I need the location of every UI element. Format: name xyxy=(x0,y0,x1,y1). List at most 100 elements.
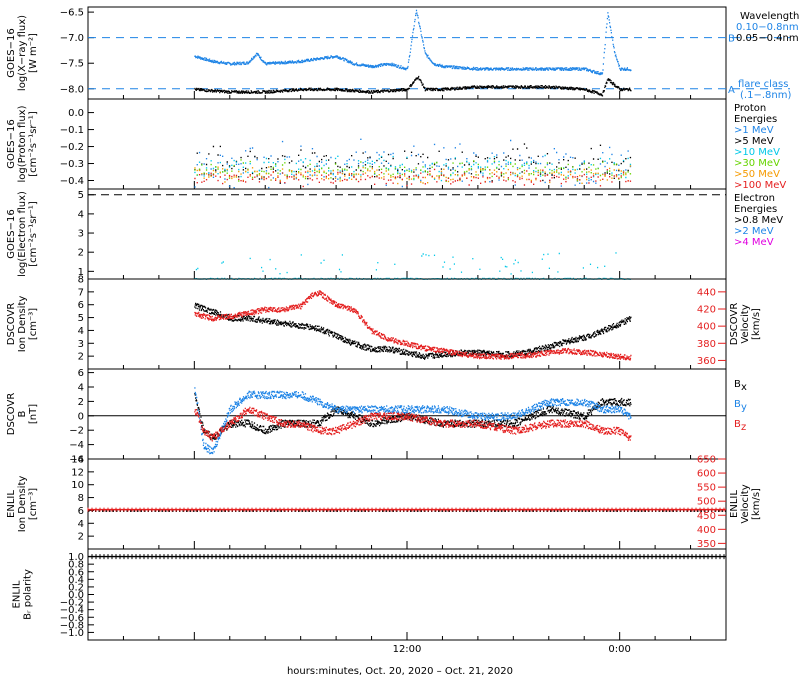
y-axis-label-line: Ion Density xyxy=(17,476,28,533)
y-tick-label-right: 650 xyxy=(697,455,716,466)
y-tick-label: −0.4 xyxy=(60,605,84,616)
y-tick-label: 10 xyxy=(71,480,84,491)
legend-entry: 0.10−0.8nm xyxy=(736,22,799,33)
legend-entry: >5 MeV xyxy=(734,136,774,147)
series-black xyxy=(194,75,632,97)
y-tick-label: 0.6 xyxy=(68,567,84,578)
y-tick-label: −6 xyxy=(69,455,84,466)
y-axis-label: ENLIL Bᵣ polarity xyxy=(12,569,34,620)
y-axis-label: DSCOVR Ion Density [cm⁻³] xyxy=(6,296,39,353)
y-axis-label-line: ENLIL xyxy=(6,490,17,518)
y-axis-label-line: GOES−16 xyxy=(6,209,17,258)
y-tick-label: 12 xyxy=(71,467,84,478)
y-axis-label-right-line: [km/s] xyxy=(751,488,762,520)
panel-frame xyxy=(87,98,727,190)
legend-entry: >100 MeV xyxy=(734,180,786,191)
y-axis-label: GOES−16 log(X−ray flux) [W m⁻²] xyxy=(6,15,39,91)
y-tick-label-right: 500 xyxy=(697,497,716,508)
y-axis-label-right-line: DSCOVR xyxy=(729,303,740,346)
panel-frame xyxy=(87,458,727,550)
legend-entry-sub: z xyxy=(741,422,746,433)
y-tick-label: −0.3 xyxy=(60,159,84,170)
y-tick-label: 6 xyxy=(78,506,84,517)
panel-frame xyxy=(87,188,727,280)
y-tick-label-right: 440 xyxy=(697,287,716,298)
legend-entry: 0.05−0.4nm xyxy=(736,33,799,44)
y-tick-label: 0.0 xyxy=(68,108,84,119)
y-axis-label-line: [cm⁻²s⁻¹sr⁻¹] xyxy=(28,111,39,177)
y-tick-label: 1.0 xyxy=(68,552,84,563)
panel-xray: −6.5 −7.0 −7.5 −8.0 GOES−16 log(X−ray flux) [W… xyxy=(6,6,799,101)
legend-title: Energies xyxy=(734,204,777,215)
series-blue xyxy=(194,9,632,76)
series-blue xyxy=(194,138,632,189)
y-axis-label-line: [cm⁻³] xyxy=(28,308,39,340)
series-red-markers xyxy=(87,507,725,512)
legend-title: Energies xyxy=(734,114,777,125)
y-axis-label: GOES−16 log(Electron flux) [cm⁻²s⁻¹sr⁻¹] xyxy=(6,191,39,277)
y-tick-label: −0.6 xyxy=(60,613,84,624)
y-axis-label-line: DSCOVR xyxy=(6,393,17,436)
x-tick-label: 12:00 xyxy=(393,644,422,655)
y-tick-label: 6 xyxy=(78,300,84,311)
legend-entry: B xyxy=(734,379,741,390)
y-tick-label-right: 420 xyxy=(697,305,716,316)
legend-entry: >0.8 MeV xyxy=(734,215,783,226)
y-axis-label-line: log(X−ray flux) xyxy=(17,15,28,91)
y-tick-label-right: 380 xyxy=(697,339,716,350)
y-tick-label-right: 550 xyxy=(697,483,716,494)
y-tick-label-right: 350 xyxy=(697,539,716,550)
y-tick-label: 2 xyxy=(78,352,84,363)
y-tick-label: 5 xyxy=(78,313,84,324)
legend-title: Electron xyxy=(734,193,775,204)
legend-title: Proton xyxy=(734,103,766,114)
y-tick-label: 2 xyxy=(78,532,84,543)
flare-class-label: A xyxy=(728,85,735,96)
y-tick-label: 2 xyxy=(78,397,84,408)
y-axis-label-line: [nT] xyxy=(28,404,39,424)
y-tick-label: 0.2 xyxy=(68,582,84,593)
series-blue xyxy=(194,252,631,280)
legend-entry: >10 MeV xyxy=(734,147,780,158)
y-axis-label-line: log(Proton flux) xyxy=(17,105,28,182)
panel-proton: 0.0 −0.1 −0.2 −0.3 −0.4 GOES−16 log(Proton flu… xyxy=(6,98,786,191)
y-axis-label-right-line: ENLIL xyxy=(729,490,740,518)
y-tick-label: −0.1 xyxy=(60,125,84,136)
y-tick-label: −4 xyxy=(69,440,84,451)
y-tick-label: 3 xyxy=(78,339,84,350)
y-axis-label-right: DSCOVR Velocity [km/s] xyxy=(729,303,762,346)
y-axis-label-line: Ion Density xyxy=(17,296,28,353)
flare-class-annotation: flare class xyxy=(738,79,788,90)
panel-electron: 1 2 3 4 5 GOES−16 log(Electron flux) [cm⁻²s⁻¹sr… xyxy=(6,188,783,280)
y-tick-label: 2 xyxy=(78,248,84,259)
y-axis-label-right-line: Velocity xyxy=(740,304,751,343)
y-tick-label: 7 xyxy=(78,287,84,298)
y-axis-label-line: Bᵣ polarity xyxy=(23,569,34,620)
panel-frame xyxy=(87,548,727,641)
series-red xyxy=(194,290,632,361)
y-axis-label: GOES−16 log(Proton flux) [cm⁻²s⁻¹sr⁻¹] xyxy=(6,105,39,182)
y-tick-label: −6.5 xyxy=(60,8,84,19)
y-tick-label-right: 400 xyxy=(697,322,716,333)
y-axis-label-line: ENLIL xyxy=(12,580,23,608)
legend-entry-sub: y xyxy=(741,402,747,413)
legend-entry: >2 MeV xyxy=(734,226,774,237)
y-axis-label-line: [cm⁻²s⁻¹sr⁻¹] xyxy=(28,201,39,267)
y-tick-label: 8 xyxy=(78,493,84,504)
legend-entry-sub: x xyxy=(741,382,747,393)
y-tick-label: 4 xyxy=(78,383,84,394)
y-tick-label: −0.2 xyxy=(60,598,84,609)
panel-enlil_polarity: 1.00.80.60.40.20.0−0.2−0.4−0.6−0.8−1.0 EN… xyxy=(12,548,727,641)
series-green xyxy=(194,159,632,182)
x-axis-label: hours:minutes, Oct. 20, 2020 – Oct. 21, … xyxy=(287,666,513,677)
y-axis-label-right: ENLIL Velocity [km/s] xyxy=(729,484,762,523)
y-tick-label-right: 450 xyxy=(697,511,716,522)
y-tick-label: −8.0 xyxy=(60,84,84,95)
x-tick-label: 0:00 xyxy=(608,644,630,655)
y-tick-label: 1 xyxy=(78,267,84,278)
y-axis-label-line: DSCOVR xyxy=(6,303,17,346)
flare-class-annotation: (.1−.8nm) xyxy=(740,90,791,101)
y-tick-label: −0.2 xyxy=(60,142,84,153)
